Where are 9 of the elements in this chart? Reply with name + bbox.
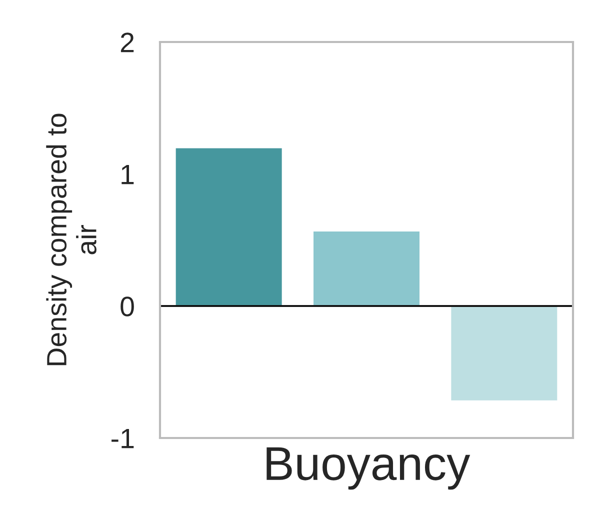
bar [312, 230, 421, 307]
bar [450, 305, 559, 402]
bar [174, 146, 284, 307]
y-tick-label: 1 [122, 164, 134, 184]
y-tick-label: -1 [112, 428, 134, 448]
y-tick-label: 2 [120, 32, 134, 52]
y-axis-title: Density compared to air [46, 114, 96, 366]
y-tick-label: 0 [120, 296, 134, 316]
x-axis-title: Buoyancy [266, 447, 470, 490]
